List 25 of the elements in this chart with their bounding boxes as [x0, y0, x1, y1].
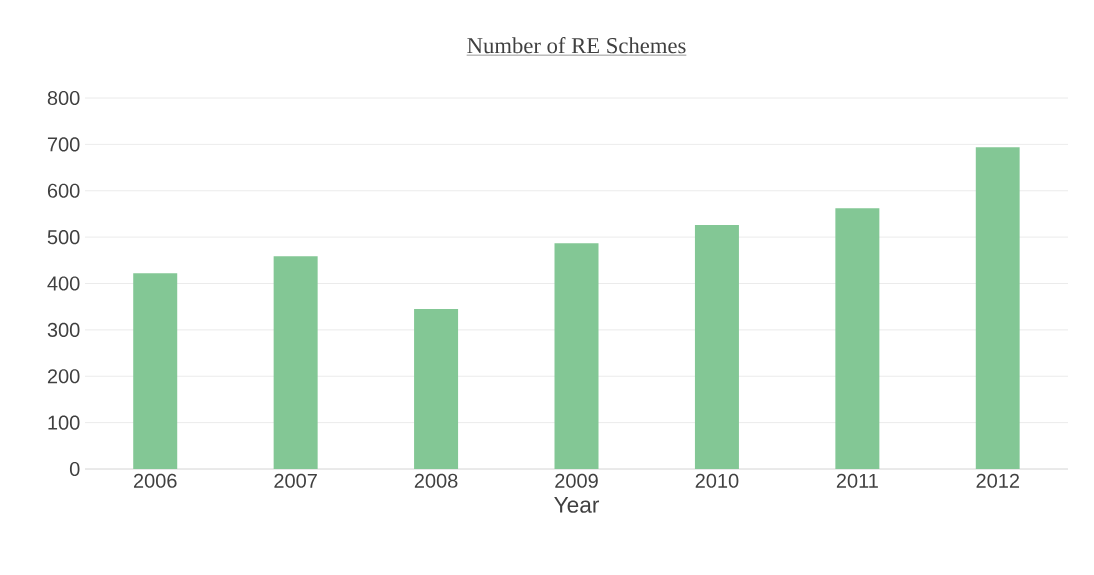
bar: [835, 208, 880, 469]
y-tick-label: 500: [47, 230, 80, 245]
chart-title: Number of RE Schemes: [467, 37, 686, 54]
y-tick-label: 100: [48, 415, 80, 430]
bar: [694, 225, 739, 469]
x-tick-label: 2006: [133, 473, 177, 488]
y-tick-label: 800: [47, 90, 80, 106]
x-axis-title: Year: [554, 497, 600, 513]
x-tick-label: 2009: [555, 473, 598, 488]
bar: [975, 147, 1020, 469]
y-tick-label: 400: [47, 276, 80, 291]
x-tick-label: 2010: [695, 473, 739, 488]
bar: [133, 273, 178, 469]
x-tick-label: 2011: [836, 473, 878, 488]
x-tick-label: 2008: [414, 473, 458, 488]
x-tick-label: 2007: [274, 473, 317, 488]
y-tick-label: 600: [47, 183, 80, 198]
y-tick-label: 700: [47, 137, 80, 152]
y-tick-label: 300: [47, 322, 80, 337]
y-tick-label: 200: [47, 369, 80, 384]
y-tick-label: 0: [69, 461, 80, 477]
bar: [414, 309, 459, 469]
x-tick-label: 2012: [976, 473, 1020, 488]
bar: [554, 243, 599, 469]
bar: [273, 256, 318, 469]
